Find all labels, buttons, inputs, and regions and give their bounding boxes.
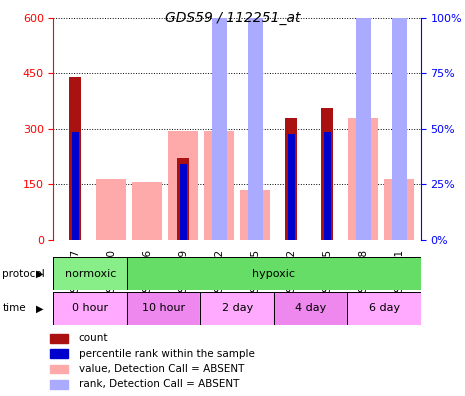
Bar (53, 257, 127, 290)
Bar (72, 132, 79, 240)
Text: percentile rank within the sample: percentile rank within the sample (79, 348, 254, 359)
Text: value, Detection Call = ABSENT: value, Detection Call = ABSENT (79, 364, 244, 374)
Bar (204, 131, 234, 240)
Bar (247, 0, 263, 240)
Bar (288, 134, 295, 240)
Bar (127, 292, 200, 325)
Text: normoxic: normoxic (65, 268, 116, 279)
Bar (324, 132, 331, 240)
Bar (168, 131, 198, 240)
Bar (348, 118, 379, 240)
Bar (50, 365, 68, 373)
Bar (392, 0, 407, 240)
Text: count: count (79, 333, 108, 343)
Bar (274, 292, 347, 325)
Text: 4 day: 4 day (295, 303, 326, 314)
Bar (50, 380, 68, 388)
Bar (321, 109, 333, 240)
Text: 2 day: 2 day (221, 303, 253, 314)
Bar (53, 292, 127, 325)
Bar (69, 77, 81, 240)
Text: 6 day: 6 day (369, 303, 399, 314)
Text: rank, Detection Call = ABSENT: rank, Detection Call = ABSENT (79, 379, 239, 389)
Bar (179, 164, 186, 240)
Bar (50, 334, 68, 343)
Bar (356, 0, 371, 240)
Text: hypoxic: hypoxic (252, 268, 295, 279)
Bar (384, 179, 414, 240)
Text: protocol: protocol (2, 268, 45, 279)
Text: 0 hour: 0 hour (72, 303, 108, 314)
Bar (127, 257, 421, 290)
Bar (200, 292, 274, 325)
Text: ▶: ▶ (36, 303, 43, 314)
Text: 10 hour: 10 hour (142, 303, 185, 314)
Bar (285, 118, 298, 240)
Bar (347, 292, 421, 325)
Bar (240, 190, 270, 240)
Bar (212, 0, 227, 240)
Bar (50, 349, 68, 358)
Text: ▶: ▶ (36, 268, 43, 279)
Text: GDS59 / 112251_at: GDS59 / 112251_at (165, 11, 300, 25)
Text: time: time (2, 303, 26, 314)
Bar (96, 179, 126, 240)
Bar (132, 181, 162, 240)
Bar (177, 158, 189, 240)
